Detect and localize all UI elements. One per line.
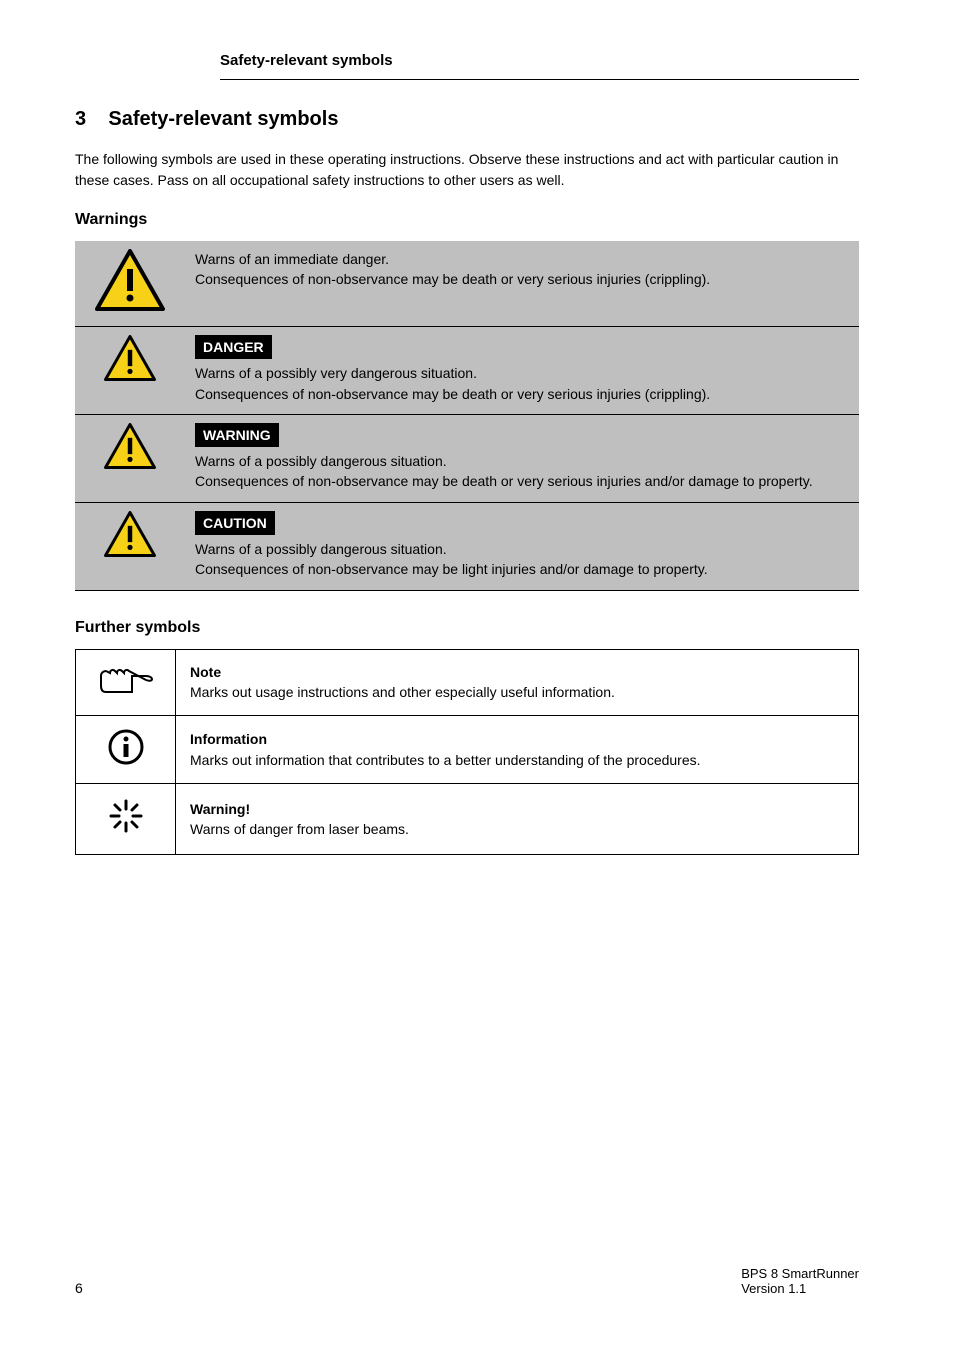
warning-row: DANGER Warns of a possibly very dangerou… [75,327,859,415]
warning-row: WARNING Warns of a possibly dangerous si… [75,414,859,502]
further-symbols-heading: Further symbols [75,619,859,637]
warning-triangle-icon [104,511,156,557]
warning-text: Consequences of non-observance may be de… [195,384,849,404]
warning-text: Warns of a possibly dangerous situation. [195,539,849,559]
section-number: 3 [75,108,86,130]
warning-text: Warns of a possibly very dangerous situa… [195,363,849,383]
warning-row: CAUTION Warns of a possibly dangerous si… [75,502,859,590]
signal-word-caution: CAUTION [195,511,275,535]
warning-text: Consequences of non-observance may be li… [195,559,849,579]
footer-page-number: 6 [75,1280,83,1296]
section-title: Safety-relevant symbols [108,108,338,130]
note-row: Note Marks out usage instructions and ot… [76,649,859,715]
laser-icon [106,796,146,836]
note-text: Marks out information that contributes t… [190,752,701,768]
intro-paragraph: The following symbols are used in these … [75,149,859,191]
info-icon [107,728,145,766]
note-label: Warning! [190,801,250,817]
note-text: Warns of danger from laser beams. [190,821,409,837]
note-label: Information [190,731,267,747]
warning-triangle-icon [104,423,156,469]
footer-doc-name: BPS 8 SmartRunner [741,1266,859,1281]
footer-version: Version 1.1 [741,1281,806,1296]
note-text: Marks out usage instructions and other e… [190,684,615,700]
header-title: Safety-relevant symbols [220,52,859,77]
header-rule [220,79,859,80]
main-content: 3 Safety-relevant symbols The following … [75,108,859,855]
signal-word-warning: WARNING [195,423,279,447]
footer-doc-info: BPS 8 SmartRunner Version 1.1 [741,1266,859,1296]
section-heading: 3 Safety-relevant symbols [75,108,859,131]
pointing-hand-icon [96,662,156,698]
notes-table: Note Marks out usage instructions and ot… [75,649,859,855]
note-label: Note [190,664,221,680]
warning-text: Consequences of non-observance may be de… [195,471,849,491]
warning-text: Warns of an immediate danger. [195,249,849,269]
signal-word-danger: DANGER [195,335,272,359]
note-row: Information Marks out information that c… [76,715,859,783]
warning-row: Warns of an immediate danger. Consequenc… [75,241,859,327]
warnings-heading: Warnings [75,211,859,229]
warning-text: Consequences of non-observance may be de… [195,269,849,289]
warning-triangle-icon [104,335,156,381]
note-row: Warning! Warns of danger from laser beam… [76,784,859,854]
warnings-table: Warns of an immediate danger. Consequenc… [75,241,859,591]
warning-triangle-icon [95,249,165,311]
warning-text: Warns of a possibly dangerous situation. [195,451,849,471]
